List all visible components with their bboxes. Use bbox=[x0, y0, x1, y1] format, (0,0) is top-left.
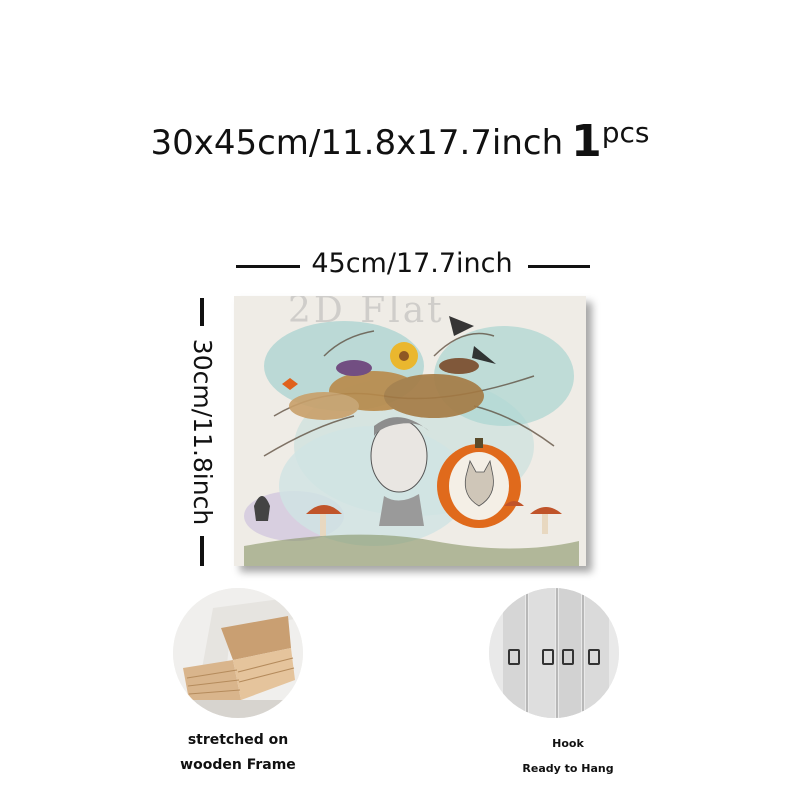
height-dimension: 30cm/11.8inch bbox=[184, 298, 220, 566]
wooden-frame-photo bbox=[173, 588, 303, 718]
width-line-right bbox=[528, 265, 590, 268]
height-line-bottom bbox=[200, 536, 204, 566]
watermark-text: 2D Flat bbox=[288, 296, 445, 331]
quantity-number: 1 bbox=[571, 116, 602, 167]
hook-caption-line-2: Ready to Hang bbox=[522, 762, 614, 775]
hanging-hook-icon bbox=[489, 588, 619, 718]
artwork-illustration bbox=[244, 316, 579, 566]
hook-caption-line-1: Hook bbox=[552, 737, 584, 750]
height-label: 30cm/11.8inch bbox=[188, 338, 217, 526]
height-line-top bbox=[200, 298, 204, 326]
artwork-image: 2D Flat bbox=[234, 296, 586, 566]
product-size-title: 30x45cm/11.8x17.7inch 1pcs bbox=[0, 108, 800, 168]
frame-caption-line-2: wooden Frame bbox=[180, 757, 296, 773]
width-label: 45cm/17.7inch bbox=[311, 248, 513, 279]
quantity-unit: pcs bbox=[601, 116, 650, 149]
frame-caption-line-1: stretched on bbox=[187, 732, 289, 748]
wooden-frame-icon bbox=[173, 588, 303, 718]
width-line-left bbox=[236, 265, 300, 268]
hook-photo bbox=[489, 588, 619, 718]
width-dimension: 45cm/17.7inch bbox=[234, 246, 590, 282]
canvas-print: 2D Flat bbox=[234, 296, 592, 572]
size-text: 30x45cm/11.8x17.7inch bbox=[150, 123, 564, 163]
